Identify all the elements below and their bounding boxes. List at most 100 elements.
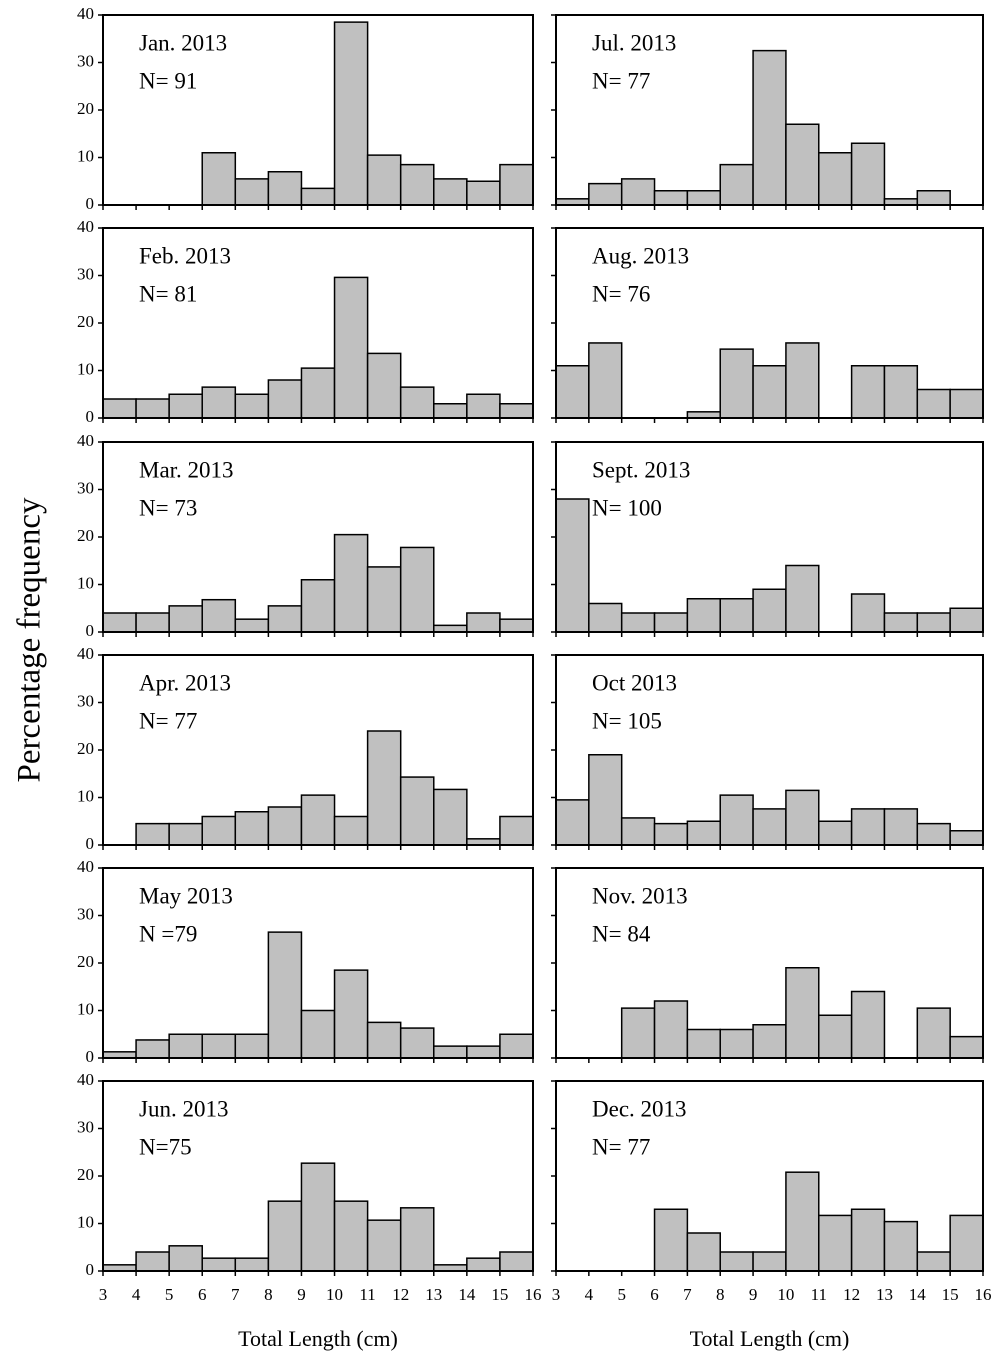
bar (686, 598, 721, 633)
bar (366, 352, 402, 419)
bar (399, 546, 435, 633)
bar (135, 822, 170, 846)
sample-size: N= 73 (139, 495, 197, 520)
x-axis-label: Total Length (cm) (238, 1326, 398, 1351)
bar (719, 348, 754, 419)
bar (588, 182, 623, 206)
bar (588, 602, 623, 633)
bar (949, 1214, 984, 1272)
bar (620, 612, 656, 633)
bar (300, 187, 336, 206)
bar (499, 815, 534, 846)
bar (653, 1208, 689, 1272)
bar (168, 393, 203, 419)
bar (752, 49, 787, 206)
bar (850, 593, 886, 633)
bar (719, 598, 754, 633)
bar (818, 1214, 853, 1272)
bar (201, 598, 237, 633)
y-tick-label: 0 (86, 407, 95, 426)
x-tick-label: 7 (231, 1285, 240, 1304)
y-tick-label: 20 (77, 1165, 94, 1184)
bar (300, 367, 336, 419)
bar (201, 1257, 237, 1272)
bar (653, 1000, 689, 1059)
y-tick-label: 0 (86, 834, 95, 853)
bar (433, 178, 468, 206)
y-tick-label: 20 (77, 99, 94, 118)
bar (719, 1251, 754, 1272)
bar (653, 190, 689, 206)
bar (399, 386, 435, 419)
y-tick-label: 30 (77, 51, 94, 70)
bar (883, 808, 919, 846)
bar (135, 612, 170, 633)
bar (916, 612, 951, 633)
bar (267, 605, 303, 633)
bar (785, 564, 820, 633)
bar (333, 1200, 369, 1272)
bar (620, 178, 656, 206)
bar (433, 1045, 468, 1059)
bar (433, 403, 468, 419)
x-tick-label: 16 (525, 1285, 542, 1304)
bar (949, 607, 984, 633)
bar (916, 388, 951, 419)
bar (234, 1257, 270, 1272)
x-tick-label: 13 (425, 1285, 442, 1304)
bar (555, 799, 590, 846)
panel-title: Nov. 2013 (592, 883, 688, 908)
y-tick-label: 10 (77, 573, 94, 592)
bar (366, 1219, 402, 1272)
bar (135, 398, 170, 419)
y-tick-label: 30 (77, 478, 94, 497)
panel-title: Apr. 2013 (139, 670, 231, 695)
bar (499, 618, 534, 633)
x-tick-label: 15 (942, 1285, 959, 1304)
y-tick-label: 20 (77, 952, 94, 971)
bar (234, 618, 270, 633)
x-tick-label: 12 (843, 1285, 860, 1304)
bar (135, 1251, 170, 1272)
bar (850, 990, 886, 1059)
bar (850, 365, 886, 419)
x-tick-label: 12 (392, 1285, 409, 1304)
bar (399, 1027, 435, 1059)
x-tick-label: 16 (975, 1285, 992, 1304)
panel-title: Sept. 2013 (592, 457, 690, 482)
bar (653, 822, 689, 846)
y-tick-label: 0 (86, 1260, 95, 1279)
x-tick-label: 14 (909, 1285, 927, 1304)
sample-size: N= 77 (592, 68, 650, 93)
sample-size: N= 76 (592, 281, 650, 306)
sample-size: N= 84 (592, 921, 651, 946)
bar (719, 163, 754, 206)
bar (168, 1245, 203, 1272)
bar (234, 1033, 270, 1059)
bar (399, 163, 435, 206)
x-tick-label: 4 (132, 1285, 141, 1304)
bar (850, 808, 886, 846)
y-tick-label: 20 (77, 312, 94, 331)
x-tick-label: 11 (359, 1285, 375, 1304)
bar (234, 393, 270, 419)
bar (201, 152, 237, 206)
bar (168, 605, 203, 633)
bar (686, 1028, 721, 1059)
bar (466, 393, 501, 419)
panel-title: Aug. 2013 (592, 243, 689, 268)
bar (752, 588, 787, 633)
bar (234, 811, 270, 846)
bar (300, 794, 336, 846)
x-tick-label: 9 (297, 1285, 306, 1304)
bar (267, 171, 303, 206)
sample-size: N= 81 (139, 281, 197, 306)
bar (916, 190, 951, 206)
bar (102, 398, 137, 419)
y-tick-label: 30 (77, 904, 94, 923)
bar (785, 789, 820, 846)
bar (267, 931, 303, 1059)
panel-title: Jul. 2013 (592, 30, 676, 55)
bar (588, 754, 623, 846)
bar (466, 612, 501, 633)
